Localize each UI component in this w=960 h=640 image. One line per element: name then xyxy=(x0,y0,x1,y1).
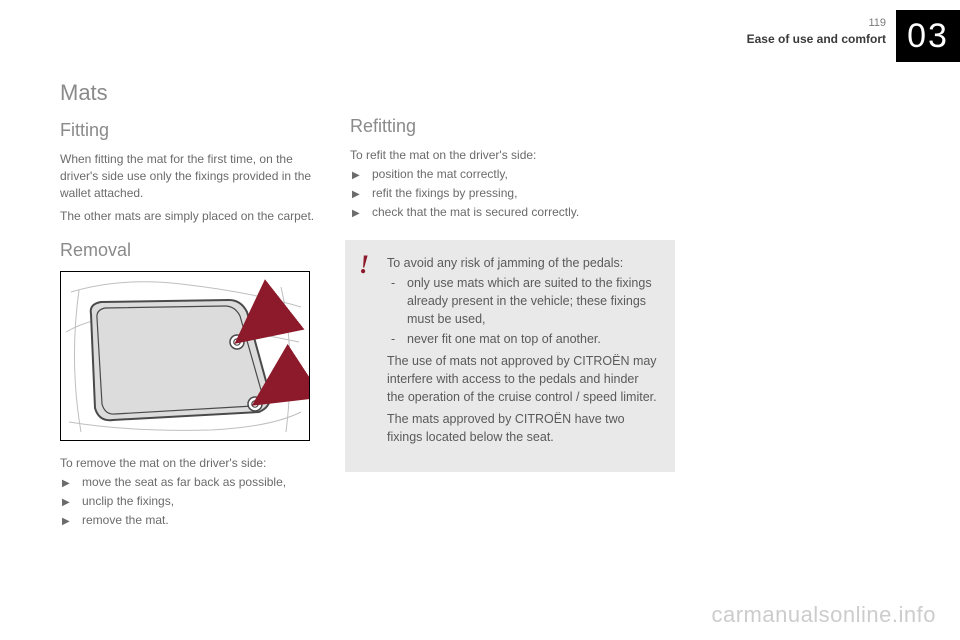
warning-para-1: The use of mats not approved by CITROËN … xyxy=(387,352,659,406)
list-item: only use mats which are suited to the fi… xyxy=(387,274,659,328)
page-number: 119 xyxy=(747,16,886,30)
page-title: Mats xyxy=(60,80,330,106)
chapter-badge: 119 Ease of use and comfort 03 xyxy=(747,10,960,62)
list-item: move the seat as far back as possible, xyxy=(60,474,330,491)
list-item: remove the mat. xyxy=(60,512,330,529)
watermark: carmanualsonline.info xyxy=(711,602,936,628)
grommet-icon xyxy=(230,335,244,349)
mat-diagram xyxy=(60,271,310,441)
list-item: refit the fixings by pressing, xyxy=(350,185,670,202)
fitting-heading: Fitting xyxy=(60,120,330,141)
list-item: position the mat correctly, xyxy=(350,166,670,183)
warning-intro: To avoid any risk of jamming of the peda… xyxy=(387,254,659,272)
list-item: check that the mat is secured correctly. xyxy=(350,204,670,221)
list-item: never fit one mat on top of another. xyxy=(387,330,659,348)
refitting-heading: Refitting xyxy=(350,116,670,137)
warning-bullets: only use mats which are suited to the fi… xyxy=(387,274,659,348)
fitting-para-1: When fitting the mat for the first time,… xyxy=(60,151,330,202)
section-name: Ease of use and comfort xyxy=(747,32,886,46)
warning-para-2: The mats approved by CITROËN have two fi… xyxy=(387,410,659,446)
fitting-para-2: The other mats are simply placed on the … xyxy=(60,208,330,225)
arrow-icon xyxy=(247,312,275,334)
removal-steps: move the seat as far back as possible, u… xyxy=(60,474,330,529)
list-item: unclip the fixings, xyxy=(60,493,330,510)
removal-heading: Removal xyxy=(60,240,330,261)
mat-diagram-svg xyxy=(61,272,309,440)
chapter-number: 03 xyxy=(896,10,960,62)
refitting-steps: position the mat correctly, refit the fi… xyxy=(350,166,670,221)
refitting-intro: To refit the mat on the driver's side: xyxy=(350,147,670,164)
removal-intro: To remove the mat on the driver's side: xyxy=(60,455,330,472)
warning-box: ! To avoid any risk of jamming of the pe… xyxy=(345,240,675,472)
warning-icon: ! xyxy=(359,250,369,280)
grommet-icon xyxy=(248,397,262,411)
